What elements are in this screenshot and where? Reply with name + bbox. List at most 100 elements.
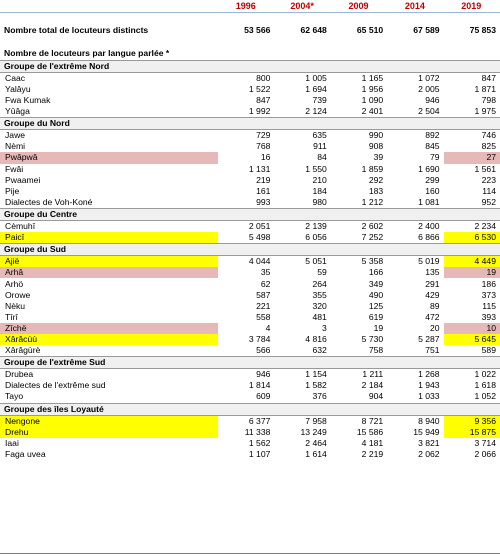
- language-name: Nèku: [5, 300, 26, 311]
- group-title: Groupe du Nord: [0, 117, 500, 131]
- speaker-count-2019: 1 871: [474, 83, 496, 94]
- language-row: Pije 161 184 183 160 114: [0, 186, 500, 197]
- group-header-row: Groupe des îles Loyauté: [0, 402, 500, 416]
- language-row: Iaai 1 562 2 464 4 181 3 821 3 714: [0, 438, 500, 449]
- speaker-count-2009: 2 219: [361, 448, 384, 459]
- group-header-row: Groupe du Sud: [0, 243, 500, 257]
- language-name: Xârâgùrè: [5, 345, 41, 356]
- speaker-count-2004: 7 958: [305, 415, 327, 426]
- language-name: Yalâyu: [5, 83, 31, 94]
- language-name: Dialectes de l'extrême sud: [5, 380, 106, 391]
- bottom-rule: [0, 553, 500, 554]
- speaker-count-2004: 2 464: [305, 437, 327, 448]
- speaker-count-2019: 3 714: [474, 437, 496, 448]
- speaker-count-2004: 4 816: [305, 333, 327, 344]
- language-name: Arhö: [5, 278, 24, 289]
- speaker-count-2004: 1 005: [305, 72, 327, 83]
- speaker-count-2004: 1 582: [305, 380, 327, 391]
- speaker-count-2014: 15 949: [413, 426, 440, 437]
- speaker-count-2004: 635: [312, 130, 327, 141]
- speaker-count-2004: 1 614: [305, 448, 327, 459]
- language-name: Yûâga: [5, 106, 30, 117]
- language-row: Tîrî 558 481 619 472 393: [0, 312, 500, 323]
- language-name: Pwâpwâ: [0, 152, 219, 164]
- speaker-count-2004: 264: [312, 278, 327, 289]
- year-header-2004: 2004*: [274, 0, 331, 13]
- language-row: Yalâyu 1 522 1 694 1 956 2 005 1 871: [0, 84, 500, 95]
- speaker-count-1996: 1 992: [248, 106, 271, 117]
- speaker-count-2019: 1 975: [474, 106, 496, 117]
- speaker-count-1996: 4 044: [248, 256, 271, 267]
- speaker-count-1996: 5 498: [248, 232, 271, 243]
- speaker-count-2004: 59: [317, 267, 327, 278]
- speaker-count-1996: 221: [256, 300, 271, 311]
- language-name: Pwaamei: [5, 174, 41, 185]
- language-name: Tîrî: [5, 311, 18, 322]
- speaker-count-2004: 1 550: [305, 163, 327, 174]
- speaker-count-2014: 6 866: [418, 232, 440, 243]
- speaker-count-2019: 10: [443, 322, 500, 334]
- speaker-count-2009: 2 184: [361, 380, 384, 391]
- speaker-count-2014: 472: [425, 311, 440, 322]
- speaker-count-2009: 15 586: [356, 426, 384, 437]
- language-row: Ajië 4 044 5 051 5 358 5 019 4 449: [0, 255, 500, 268]
- group-header-row: Groupe de l'extrême Nord: [0, 59, 500, 73]
- speaker-count-2019: 9 356: [443, 415, 500, 427]
- language-name: Arhâ: [0, 267, 219, 279]
- speaker-count-2004: 3: [322, 322, 327, 333]
- language-row: Orowe 587 355 490 429 373: [0, 290, 500, 301]
- speaker-count-1996: 62: [260, 278, 271, 289]
- speaker-count-1996: 566: [256, 345, 271, 356]
- speaker-count-2019: 27: [443, 152, 500, 164]
- speaker-count-1996: 2 051: [248, 221, 271, 232]
- speaker-count-2014: 2 504: [418, 106, 440, 117]
- speaker-count-2004: 980: [312, 196, 327, 207]
- speaker-count-2014: 8 940: [418, 415, 440, 426]
- language-row: Faga uvea 1 107 1 614 2 219 2 062 2 066: [0, 449, 500, 460]
- speaker-count-2014: 5 019: [418, 256, 440, 267]
- speaker-count-2019: 15 875: [443, 426, 500, 438]
- language-name: Drehu: [0, 426, 219, 438]
- language-row: Drehu 11 338 13 249 15 586 15 949 15 875: [0, 426, 500, 438]
- speaker-count-1996: 1 814: [248, 380, 271, 391]
- speaker-count-2014: 79: [430, 152, 440, 163]
- language-name: Nengone: [0, 415, 219, 427]
- language-name: Paicî: [0, 232, 219, 244]
- speaker-count-2019: 373: [481, 289, 496, 300]
- speaker-count-1996: 587: [256, 289, 271, 300]
- speaker-count-2009: 490: [368, 289, 384, 300]
- speaker-count-2014: 2 005: [418, 83, 440, 94]
- total-value-2009: 65 510: [356, 24, 384, 35]
- language-name: Dialectes de Voh-Koné: [5, 196, 93, 207]
- spacer-row: [0, 37, 500, 48]
- language-name: Iaai: [5, 437, 19, 448]
- language-row: Yûâga 1 992 2 124 2 401 2 504 1 975: [0, 106, 500, 118]
- language-name: Drubea: [5, 369, 34, 380]
- year-header-2019: 2019: [443, 0, 500, 13]
- speaker-count-2009: 292: [368, 174, 384, 185]
- speaker-count-2019: 589: [481, 345, 496, 356]
- speaker-count-2009: 619: [368, 311, 384, 322]
- speaker-count-2004: 2 139: [305, 221, 327, 232]
- speaker-table-body: 1996 2004* 2009 2014 2019 Nombre total d…: [0, 0, 500, 460]
- speaker-count-2014: 1 690: [418, 163, 440, 174]
- speaker-count-2004: 2 124: [305, 106, 327, 117]
- speaker-count-2014: 892: [425, 130, 440, 141]
- total-value-2014: 67 589: [413, 24, 440, 35]
- speaker-count-2019: 114: [482, 185, 496, 196]
- speaker-count-2014: 135: [425, 267, 440, 278]
- speaker-count-2009: 908: [368, 141, 384, 152]
- speaker-count-2019: 186: [481, 278, 496, 289]
- speaker-count-2019: 6 530: [443, 232, 500, 244]
- language-row: Tayo 609 376 904 1 033 1 052: [0, 391, 500, 403]
- speaker-count-2009: 7 252: [361, 232, 384, 243]
- language-row: Nèmi 768 911 908 845 825: [0, 141, 500, 152]
- speaker-count-1996: 6 377: [248, 415, 271, 426]
- speaker-count-2019: 1 618: [474, 380, 496, 391]
- speaker-count-1996: 161: [256, 185, 271, 196]
- speaker-count-2014: 291: [425, 278, 440, 289]
- speaker-count-2009: 349: [368, 278, 384, 289]
- speaker-count-2019: 798: [481, 95, 496, 106]
- speaker-count-2014: 299: [425, 174, 440, 185]
